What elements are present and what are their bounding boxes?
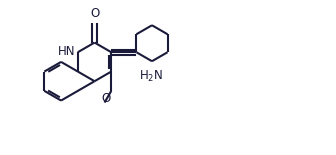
Text: $\mathregular{H_2N}$: $\mathregular{H_2N}$ [139, 69, 164, 84]
Text: O: O [101, 92, 110, 105]
Text: O: O [90, 7, 99, 20]
Text: HN: HN [58, 45, 75, 58]
